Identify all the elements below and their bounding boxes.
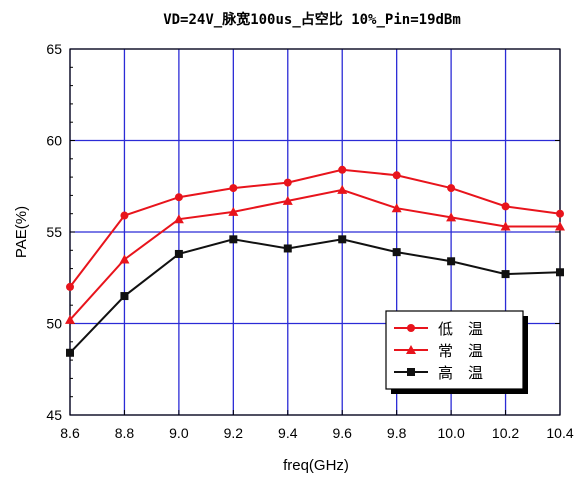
series-line (69, 188, 560, 321)
data-point (392, 171, 401, 180)
chart-title: VD=24V_脉宽100us_占空比 10%_Pin=19dBm (163, 11, 461, 28)
data-point (66, 282, 74, 291)
legend-entry: 常 温 (394, 342, 483, 360)
legend: 低 温常 温高 温 (385, 310, 528, 394)
y-axis-label: PAE(%) (13, 206, 30, 258)
x-tick-label: 8.6 (60, 425, 80, 441)
legend-entry: 高 温 (394, 364, 483, 382)
series-3 (66, 235, 564, 357)
series-1 (66, 165, 564, 291)
data-point (392, 248, 401, 257)
x-tick-label: 10.2 (492, 425, 519, 441)
data-point (447, 257, 456, 266)
x-tick-label: 9.0 (169, 425, 189, 441)
legend-marker (407, 368, 415, 376)
data-point (228, 206, 239, 216)
data-point (283, 244, 292, 253)
data-point (283, 178, 292, 187)
data-point (120, 211, 129, 220)
data-point (173, 214, 184, 224)
data-point (229, 184, 238, 193)
y-tick-label: 50 (46, 316, 62, 332)
x-tick-label: 9.2 (224, 425, 244, 441)
legend-marker (407, 324, 415, 332)
series-line (69, 238, 561, 354)
data-point (120, 292, 129, 301)
series-line (69, 168, 561, 288)
legend-label: 低 温 (438, 320, 483, 338)
y-tick-label: 65 (46, 41, 62, 57)
y-tick-label: 45 (46, 407, 62, 423)
data-point (282, 195, 293, 205)
data-point (556, 209, 564, 218)
legend-label: 常 温 (438, 342, 483, 360)
data-point (501, 202, 510, 211)
legend-entry: 低 温 (394, 320, 483, 338)
y-tick-label: 55 (46, 224, 62, 240)
data-point (174, 193, 183, 202)
data-point (119, 254, 130, 264)
x-tick-label: 10.4 (546, 425, 573, 441)
x-tick-label: 10.0 (437, 425, 464, 441)
x-tick-label: 9.8 (387, 425, 407, 441)
legend-entries: 低 温常 温高 温 (394, 320, 483, 382)
series-layer (65, 165, 565, 357)
data-point (66, 348, 74, 357)
data-point (174, 249, 183, 258)
x-tick-label: 9.4 (278, 425, 298, 441)
x-tick-label: 8.8 (115, 425, 135, 441)
legend-marker (406, 345, 416, 354)
series-2 (65, 184, 565, 324)
data-point (337, 184, 348, 194)
legend-label: 高 温 (438, 364, 483, 382)
data-point (447, 184, 456, 193)
data-point (229, 235, 238, 244)
data-point (446, 212, 457, 222)
data-point (65, 314, 75, 324)
data-point (555, 221, 565, 231)
data-point (338, 235, 347, 244)
x-tick-label: 9.6 (332, 425, 352, 441)
data-point (556, 268, 564, 277)
x-axis-label: freq(GHz) (283, 457, 349, 474)
y-tick-label: 60 (46, 133, 62, 149)
data-point (501, 270, 510, 279)
data-point (391, 203, 402, 213)
data-point (500, 221, 511, 231)
data-point (338, 165, 347, 174)
axis-ticks: 8.6 8.8 9.0 9.2 9.4 9.6 9.8 10.0 10.2 10.4 45 50 55 6… (46, 41, 573, 441)
